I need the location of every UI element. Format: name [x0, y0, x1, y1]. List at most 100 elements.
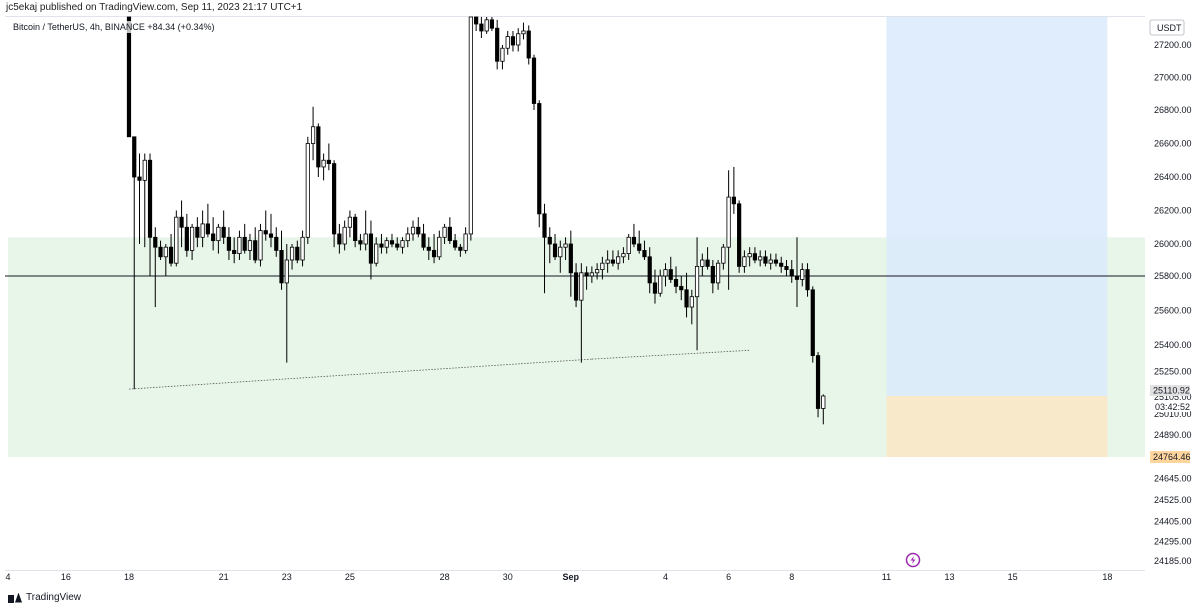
candle[interactable] — [195, 217, 200, 248]
candle[interactable] — [300, 230, 305, 267]
candle[interactable] — [405, 227, 410, 248]
candle[interactable] — [768, 253, 773, 270]
candle[interactable] — [758, 250, 763, 267]
candle[interactable] — [731, 166, 736, 214]
stop-zone[interactable] — [886, 396, 1108, 457]
candle[interactable] — [784, 260, 789, 276]
candle[interactable] — [558, 240, 563, 273]
candle[interactable] — [258, 223, 263, 267]
candle[interactable] — [631, 223, 637, 248]
candle[interactable] — [174, 210, 179, 267]
candle[interactable] — [684, 272, 689, 318]
candle[interactable] — [363, 210, 368, 251]
candle[interactable] — [189, 223, 195, 260]
candle[interactable] — [794, 237, 800, 308]
candle[interactable] — [652, 269, 658, 304]
candle[interactable] — [679, 276, 684, 301]
candle[interactable] — [163, 244, 168, 276]
candle[interactable] — [447, 217, 452, 244]
candle[interactable] — [274, 227, 279, 257]
candle[interactable] — [305, 136, 310, 244]
candle[interactable] — [500, 45, 505, 70]
candle[interactable] — [547, 227, 552, 264]
candle[interactable] — [800, 263, 805, 287]
candle[interactable] — [247, 233, 253, 260]
candle[interactable] — [468, 16, 473, 241]
candle[interactable] — [416, 217, 421, 238]
candle[interactable] — [700, 253, 705, 276]
candle[interactable] — [568, 230, 573, 297]
candle[interactable] — [410, 220, 416, 241]
candle[interactable] — [815, 352, 821, 418]
candle[interactable] — [773, 253, 779, 267]
candle[interactable] — [810, 286, 815, 363]
candle[interactable] — [132, 136, 137, 390]
candle[interactable] — [353, 213, 358, 248]
candle[interactable] — [705, 247, 710, 270]
candle[interactable] — [205, 203, 210, 238]
candle[interactable] — [726, 170, 731, 290]
candle[interactable] — [663, 263, 668, 287]
candle[interactable] — [621, 247, 626, 264]
candle[interactable] — [368, 220, 374, 280]
candle[interactable] — [463, 227, 468, 254]
candle[interactable] — [237, 230, 242, 260]
candle[interactable] — [742, 250, 747, 273]
candle[interactable] — [426, 237, 431, 260]
trendline-1[interactable] — [591, 349, 750, 360]
candle[interactable] — [673, 266, 679, 294]
candle[interactable] — [489, 17, 495, 31]
candle[interactable] — [347, 210, 353, 238]
candle[interactable] — [521, 22, 526, 40]
candle[interactable] — [295, 240, 300, 264]
candle[interactable] — [516, 28, 521, 52]
candle[interactable] — [400, 237, 405, 254]
candle[interactable] — [821, 394, 826, 425]
candle[interactable] — [437, 230, 442, 260]
candle[interactable] — [505, 31, 510, 55]
candle[interactable] — [805, 263, 810, 297]
candle[interactable] — [779, 256, 784, 273]
candle[interactable] — [179, 200, 184, 248]
candle[interactable] — [610, 250, 616, 267]
candle[interactable] — [232, 237, 237, 264]
candle[interactable] — [137, 153, 142, 244]
candle[interactable] — [542, 203, 547, 294]
candle[interactable] — [763, 250, 768, 267]
candle[interactable] — [474, 16, 479, 31]
candle[interactable] — [689, 289, 694, 325]
candle[interactable] — [268, 213, 274, 248]
candle[interactable] — [221, 210, 226, 245]
candle[interactable] — [642, 240, 647, 260]
candle[interactable] — [452, 233, 458, 251]
candle[interactable] — [326, 143, 331, 171]
candle[interactable] — [626, 233, 631, 260]
candle[interactable] — [789, 260, 794, 283]
candle[interactable] — [531, 54, 537, 110]
candle[interactable] — [184, 213, 189, 257]
candle[interactable] — [484, 17, 489, 34]
candle[interactable] — [710, 260, 715, 294]
candle[interactable] — [637, 230, 642, 254]
candle[interactable] — [263, 210, 268, 241]
candle[interactable] — [374, 237, 379, 267]
candle[interactable] — [526, 25, 531, 65]
candle[interactable] — [279, 230, 284, 290]
flash-icon[interactable] — [905, 552, 921, 568]
candle[interactable] — [537, 100, 542, 228]
candle[interactable] — [337, 223, 342, 254]
candle[interactable] — [605, 250, 610, 273]
candle[interactable] — [200, 210, 205, 248]
candle[interactable] — [421, 223, 426, 251]
candle[interactable] — [242, 223, 247, 254]
candle[interactable] — [321, 153, 326, 181]
target-zone[interactable] — [886, 17, 1108, 396]
tradingview-footer[interactable]: TradingView — [8, 592, 81, 603]
candle[interactable] — [747, 247, 752, 267]
candle[interactable] — [168, 233, 174, 267]
candle[interactable] — [573, 263, 579, 308]
candle[interactable] — [579, 263, 584, 363]
candle[interactable] — [216, 223, 221, 254]
candle[interactable] — [332, 160, 337, 248]
